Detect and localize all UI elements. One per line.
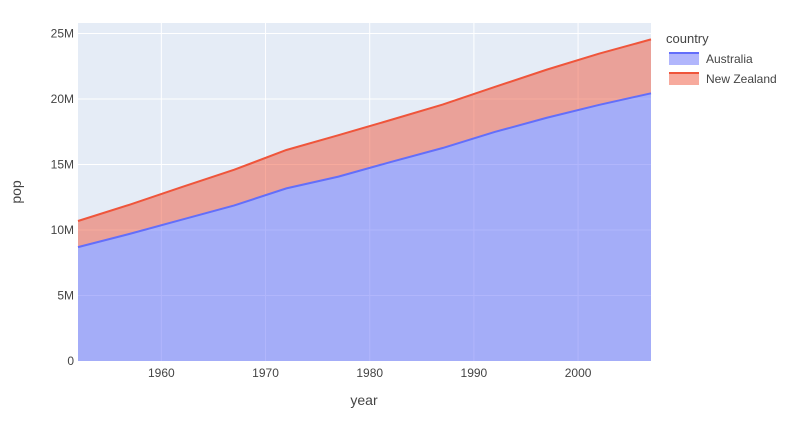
legend-label: New Zealand [706, 72, 777, 86]
series-line-0[interactable] [77, 92, 652, 249]
legend-label: Australia [706, 52, 753, 66]
y-tick-label: 20M [51, 92, 74, 106]
x-tick-label: 1960 [148, 366, 175, 380]
y-tick-label: 15M [51, 157, 74, 171]
x-axis-title: year [350, 392, 378, 408]
y-tick-label: 25M [51, 26, 74, 40]
y-tick-label: 0 [67, 354, 74, 368]
area-fill-0[interactable] [78, 93, 651, 362]
legend-item-1[interactable]: New Zealand [669, 72, 777, 86]
area-series[interactable] [78, 39, 651, 362]
legend-item-0[interactable]: Australia [669, 52, 753, 66]
area-fill-1[interactable] [78, 39, 651, 248]
y-axis-ticks: 0 5M 10M 15M 20M 25M [51, 26, 75, 368]
x-tick-label: 1980 [356, 366, 383, 380]
y-axis-title: pop [8, 180, 24, 204]
series-line-1[interactable] [77, 38, 652, 222]
x-tick-label: 1990 [461, 366, 488, 380]
legend[interactable]: country Australia New Zealand [666, 31, 777, 86]
legend-swatch-fill [669, 73, 699, 85]
legend-swatch-fill [669, 53, 699, 65]
y-tick-label: 10M [51, 223, 74, 237]
legend-title: country [666, 31, 709, 46]
x-tick-label: 1970 [252, 366, 279, 380]
y-tick-label: 5M [57, 288, 74, 302]
line-series[interactable] [77, 38, 652, 249]
x-tick-label: 2000 [565, 366, 592, 380]
x-axis-ticks: 1960 1970 1980 1990 2000 [148, 366, 592, 380]
